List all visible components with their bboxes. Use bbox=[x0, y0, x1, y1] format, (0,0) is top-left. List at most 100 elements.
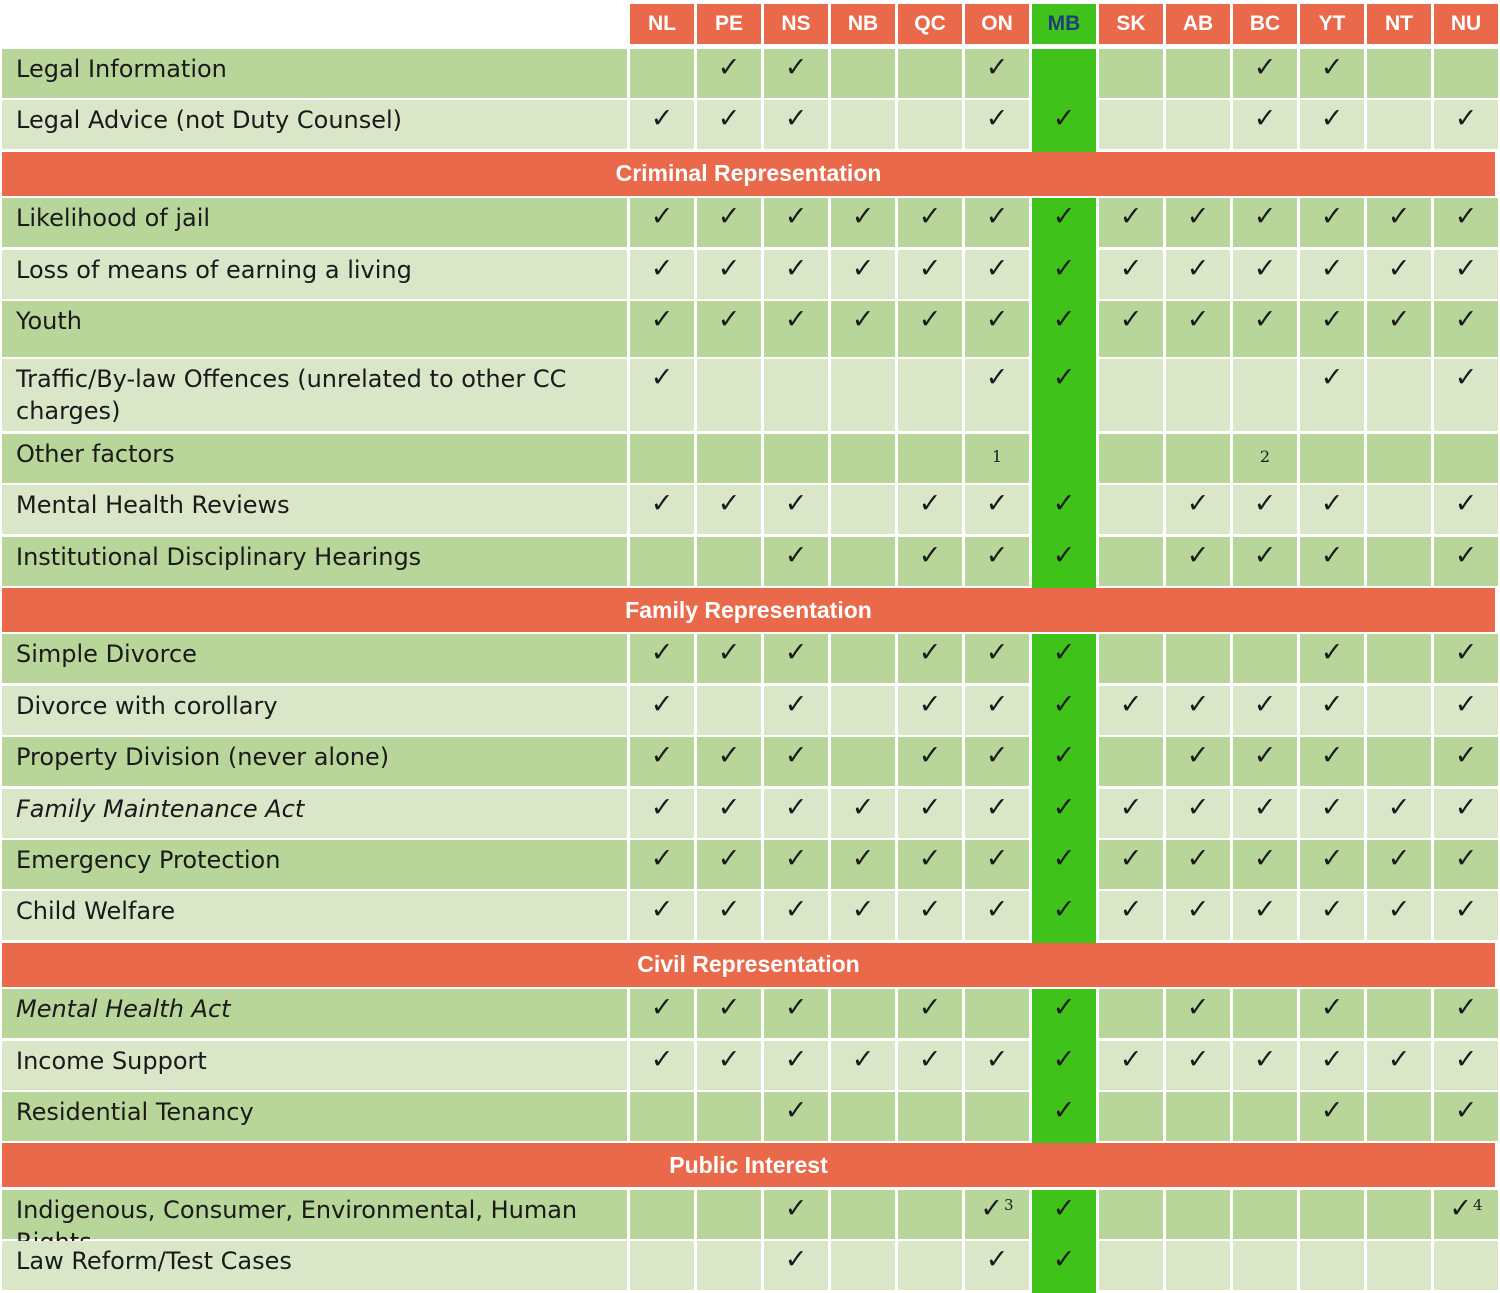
cell-ab bbox=[1166, 1241, 1230, 1291]
column-header-sk: SK bbox=[1099, 4, 1163, 44]
cell-nt bbox=[1367, 485, 1431, 535]
check-icon: ✓ bbox=[1186, 740, 1210, 772]
check-icon: ✓ bbox=[985, 843, 1009, 874]
cell-mb bbox=[1032, 49, 1096, 101]
cell-nb: ✓ bbox=[831, 198, 895, 248]
cell-on bbox=[965, 1092, 1029, 1141]
check-icon: ✓ bbox=[1119, 252, 1143, 284]
cell-nb: ✓ bbox=[831, 249, 895, 299]
check-icon: ✓ bbox=[1320, 1043, 1344, 1075]
cell-nu bbox=[1434, 433, 1498, 483]
cell-yt: ✓ bbox=[1300, 788, 1364, 838]
cell-qc: ✓ bbox=[898, 301, 962, 357]
cell-bc bbox=[1233, 359, 1297, 432]
cell-bc: ✓ bbox=[1233, 301, 1297, 357]
cell-on: ✓ bbox=[965, 634, 1029, 684]
cell-nb: ✓ bbox=[831, 301, 895, 357]
cell-ab bbox=[1166, 359, 1230, 432]
cell-yt: ✓ bbox=[1300, 359, 1364, 432]
cell-nb bbox=[831, 634, 895, 684]
cell-pe: ✓ bbox=[697, 989, 761, 1039]
check-icon: ✓ bbox=[1253, 201, 1277, 233]
check-icon: ✓ bbox=[1454, 791, 1478, 823]
column-header-yt: YT bbox=[1300, 4, 1364, 44]
section-header: Criminal Representation bbox=[2, 151, 1495, 196]
check-icon: ✓ bbox=[918, 894, 942, 926]
cell-qc: ✓ bbox=[898, 634, 962, 684]
check-icon: ✓ bbox=[1052, 1244, 1076, 1276]
cell-nb bbox=[831, 536, 895, 586]
cell-mb: ✓ bbox=[1032, 249, 1096, 301]
cell-yt: ✓ bbox=[1300, 1040, 1364, 1090]
cell-ab: ✓ bbox=[1166, 891, 1230, 941]
cell-qc bbox=[898, 359, 962, 432]
cell-nu: ✓ bbox=[1434, 198, 1498, 248]
cell-on: ✓ bbox=[965, 49, 1029, 98]
cell-nu: ✓ 4 bbox=[1434, 1189, 1498, 1239]
check-icon: ✓ bbox=[1186, 304, 1210, 335]
cell-nt bbox=[1367, 737, 1431, 787]
check-icon: ✓ bbox=[1387, 304, 1411, 335]
check-icon: ✓ bbox=[1186, 201, 1210, 233]
check-icon: ✓ bbox=[1253, 52, 1277, 83]
check-icon: ✓ bbox=[650, 688, 674, 720]
check-icon: ✓ bbox=[650, 1043, 674, 1075]
check-icon: ✓ bbox=[1186, 992, 1210, 1024]
check-icon: ✓ bbox=[1387, 201, 1411, 233]
check-icon: ✓ bbox=[1320, 843, 1344, 874]
cell-nl: ✓ bbox=[630, 301, 694, 357]
check-icon: ✓ bbox=[1253, 252, 1277, 284]
cell-bc: ✓ bbox=[1233, 49, 1297, 98]
cell-nu: ✓ bbox=[1434, 536, 1498, 586]
cell-pe: ✓ bbox=[697, 1040, 761, 1090]
cell-bc bbox=[1233, 1092, 1297, 1141]
cell-mb: ✓ bbox=[1032, 198, 1096, 250]
check-icon: ✓ bbox=[1052, 1192, 1076, 1224]
cell-sk bbox=[1099, 359, 1163, 432]
cell-nb: ✓ bbox=[831, 891, 895, 941]
check-icon: ✓ bbox=[650, 791, 674, 823]
check-icon: ✓ bbox=[1454, 539, 1478, 571]
cell-nt: ✓ bbox=[1367, 788, 1431, 838]
cell-yt: ✓ bbox=[1300, 49, 1364, 98]
cell-on: ✓ bbox=[965, 1241, 1029, 1291]
cell-sk bbox=[1099, 1241, 1163, 1291]
cell-on: ✓ bbox=[965, 1040, 1029, 1090]
row-label: Loss of means of earning a living bbox=[2, 249, 627, 299]
cell-yt: ✓ bbox=[1300, 301, 1364, 357]
cell-nl: ✓ bbox=[630, 737, 694, 787]
check-icon: ✓ bbox=[1320, 201, 1344, 233]
check-icon: ✓ bbox=[1449, 1192, 1473, 1224]
cell-nl: ✓ bbox=[630, 634, 694, 684]
check-icon: ✓ bbox=[1052, 488, 1076, 520]
check-icon: ✓ bbox=[784, 1043, 808, 1075]
check-icon: ✓ bbox=[717, 1043, 741, 1075]
cell-on: ✓ bbox=[965, 301, 1029, 357]
check-icon: ✓ bbox=[1454, 304, 1478, 335]
check-icon: ✓ bbox=[1387, 791, 1411, 823]
check-icon: ✓ bbox=[851, 1043, 875, 1075]
cell-nt bbox=[1367, 536, 1431, 586]
check-icon: ✓ bbox=[918, 791, 942, 823]
cell-on: ✓ bbox=[965, 891, 1029, 941]
check-icon: ✓ bbox=[784, 1192, 808, 1224]
check-icon: ✓ bbox=[784, 894, 808, 926]
check-icon: ✓ bbox=[1186, 1043, 1210, 1075]
cell-qc bbox=[898, 1189, 962, 1239]
cell-mb: ✓ bbox=[1032, 788, 1096, 840]
cell-mb: ✓ bbox=[1032, 1189, 1096, 1242]
cell-sk: ✓ bbox=[1099, 1040, 1163, 1090]
cell-pe bbox=[697, 359, 761, 432]
cell-pe: ✓ bbox=[697, 198, 761, 248]
check-icon: ✓ bbox=[1253, 488, 1277, 520]
check-icon: ✓ bbox=[650, 740, 674, 772]
check-icon: ✓ bbox=[918, 992, 942, 1024]
check-icon: ✓ bbox=[985, 252, 1009, 284]
check-icon: ✓ bbox=[985, 637, 1009, 669]
cell-ab bbox=[1166, 634, 1230, 684]
check-icon: ✓ bbox=[918, 539, 942, 571]
check-icon: ✓ bbox=[1253, 103, 1277, 135]
cell-nt bbox=[1367, 1241, 1431, 1291]
check-icon: ✓ bbox=[918, 740, 942, 772]
